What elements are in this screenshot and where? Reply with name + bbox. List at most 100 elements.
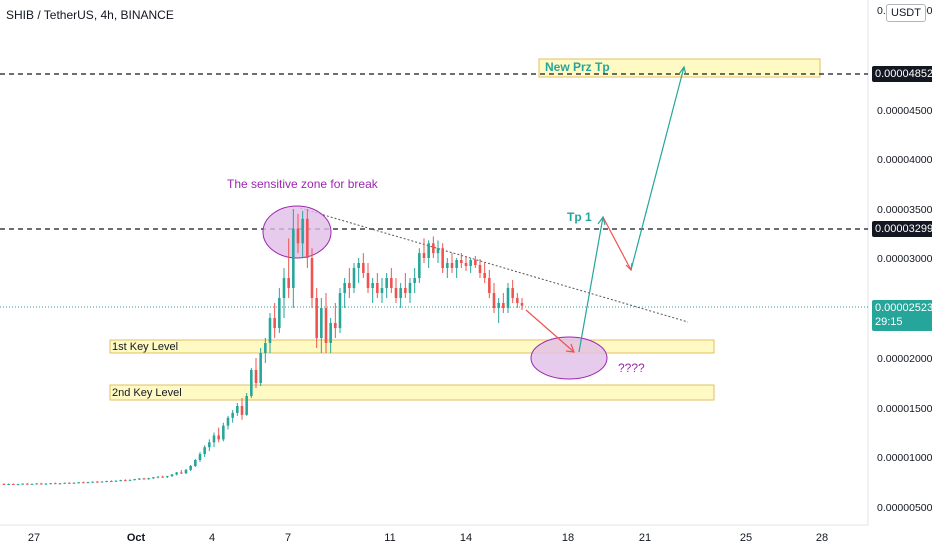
candle [296,213,300,254]
candle [483,263,486,283]
candle [464,256,468,271]
price-axis-ticks: 0.00000500 0.00001000 0.00001500 0.00002000… [877,5,932,514]
candle-body [240,406,244,415]
candle-body [128,479,132,481]
price-tick-label: 0.00004500 [877,105,932,117]
projection-down-1-head [565,343,575,353]
candle-body [315,298,318,338]
candle [72,482,76,484]
candle-body [287,278,290,288]
candle-body [142,478,146,480]
candle [455,258,458,278]
key-level-2-label: 2nd Key Level [112,387,182,399]
candle-body [422,253,426,258]
target-zone-ellipse[interactable] [530,336,608,380]
candle [278,288,281,333]
new-prz-label: New Prz Tp [545,60,610,74]
candle [21,483,24,485]
candle-body [296,228,300,244]
candle-body [408,283,412,293]
symbol-title[interactable]: SHIB / TetherUS, 4h, BINANCE [6,8,174,22]
candle-body [343,283,346,293]
tag-tp1: 0.00003299 [872,221,932,237]
candle-body [250,370,253,396]
candle-body [152,477,155,479]
candle-body [100,481,104,483]
candle [63,482,66,484]
candle-body [520,303,524,306]
candle-body [301,218,304,244]
candle-body [394,288,398,298]
candle-body [460,260,463,263]
candle [30,483,34,485]
candle-body [464,263,468,266]
candle [189,465,192,471]
candle [436,240,440,263]
candle-body [49,483,52,485]
candle-body [254,370,258,383]
candle-body [516,298,519,303]
candle [259,348,262,386]
candle-body [380,288,384,293]
candle-body [114,480,118,482]
time-tick-label: Oct [127,532,146,544]
candle-body [68,482,71,484]
projection-up-2 [630,66,685,271]
candle [110,480,113,482]
time-tick-label: 4 [209,532,215,544]
candle-body [362,263,365,273]
candle [268,313,272,353]
candle [68,482,71,484]
candle [7,483,10,485]
candle [245,393,248,416]
candle-body [366,273,370,288]
candle-body [310,258,314,298]
candle [91,481,94,483]
candle [371,278,374,303]
candle [287,238,290,298]
candle [166,475,169,478]
time-tick-label: 28 [816,532,828,544]
candle-body [91,481,94,483]
candle [404,273,407,298]
candle [446,258,449,278]
candle-body [418,253,421,278]
descending-trendline[interactable] [299,207,689,323]
candle-body [483,273,486,278]
candle [376,273,379,298]
candle-body [58,483,62,485]
candle [44,483,48,485]
candle-body [329,323,332,343]
candle [334,303,337,338]
currency-badge[interactable]: USDT [886,4,926,22]
candle [250,368,253,398]
candle-body [2,483,6,485]
candle-body [474,260,477,265]
candle-body [268,318,272,343]
candle-body [96,481,99,483]
candle [222,422,225,442]
tag-new-prz: 0.00004852 [872,66,932,82]
candle [217,427,220,443]
key-level-1-zone[interactable] [109,339,715,354]
candle [170,474,174,477]
candle-body [264,343,267,353]
candle [77,482,80,484]
new-prz-zone[interactable] [538,58,821,78]
candle [142,477,146,480]
candle-body [166,476,169,478]
candle-body [63,482,66,484]
candle [96,481,99,483]
candle-body [189,466,192,470]
candle [40,482,43,485]
candle-body [488,278,491,293]
key-level-2-zone[interactable] [109,384,715,401]
time-tick-label: 21 [639,532,651,544]
candle [231,409,234,423]
candle-body [72,482,76,484]
candle [394,278,398,303]
candle-body [324,308,328,343]
last-price-value: 0.00002523 [875,302,932,314]
candle-body [26,483,29,485]
